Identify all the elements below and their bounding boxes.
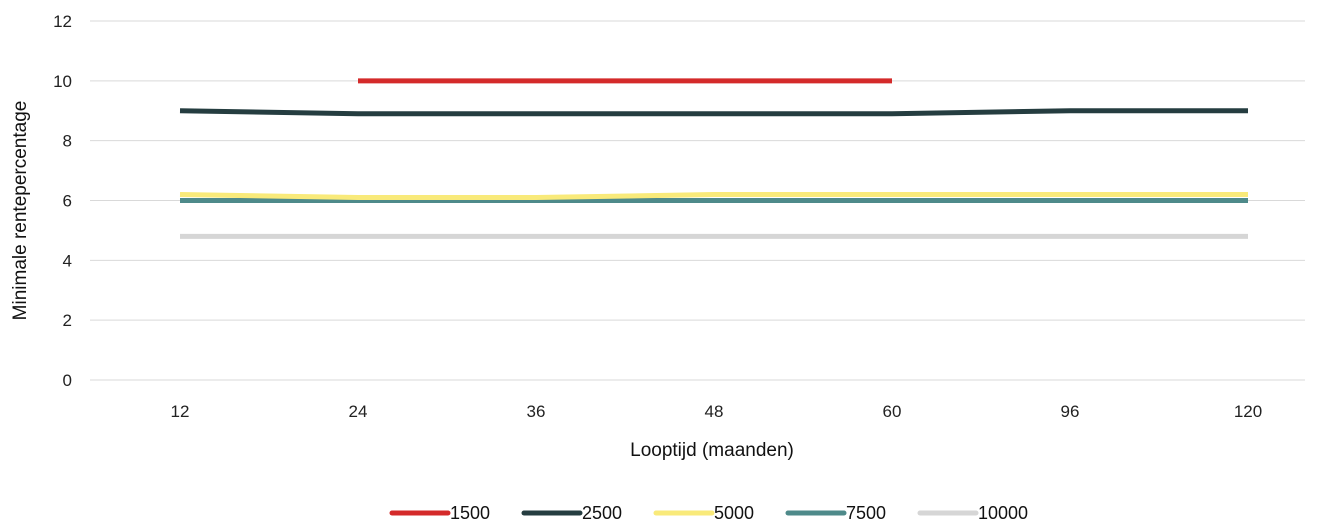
x-tick-label: 24: [349, 402, 368, 421]
y-tick-label: 12: [53, 12, 72, 31]
y-axis-ticks: 0 2 4 6 8 10 12: [53, 12, 72, 390]
x-axis-title: Looptijd (maanden): [630, 440, 794, 461]
series-lines: [179, 78, 1248, 239]
series-line-2500: [179, 108, 1248, 117]
y-tick-label: 2: [63, 311, 72, 330]
x-tick-label: 36: [527, 402, 546, 421]
legend-label-10000: 10000: [978, 503, 1028, 523]
y-tick-label: 10: [53, 72, 72, 91]
legend-label-5000: 5000: [714, 503, 754, 523]
y-tick-label: 4: [63, 251, 72, 270]
x-tick-label: 96: [1061, 402, 1080, 421]
legend-label-2500: 2500: [582, 503, 622, 523]
x-tick-label: 60: [883, 402, 902, 421]
y-tick-label: 6: [63, 192, 72, 211]
y-tick-label: 8: [63, 132, 72, 151]
x-tick-label: 120: [1234, 402, 1262, 421]
legend-label-1500: 1500: [450, 503, 490, 523]
x-axis-ticks: 12 24 36 48 60 96 120: [171, 402, 1263, 421]
y-tick-label: 0: [63, 371, 72, 390]
legend: 1500 2500 5000 7500 10000: [389, 503, 1028, 523]
series-line-5000: [179, 192, 1248, 201]
y-axis-title: Minimale rentepercentage: [10, 101, 31, 321]
x-tick-label: 48: [705, 402, 724, 421]
x-tick-label: 12: [171, 402, 190, 421]
legend-label-7500: 7500: [846, 503, 886, 523]
